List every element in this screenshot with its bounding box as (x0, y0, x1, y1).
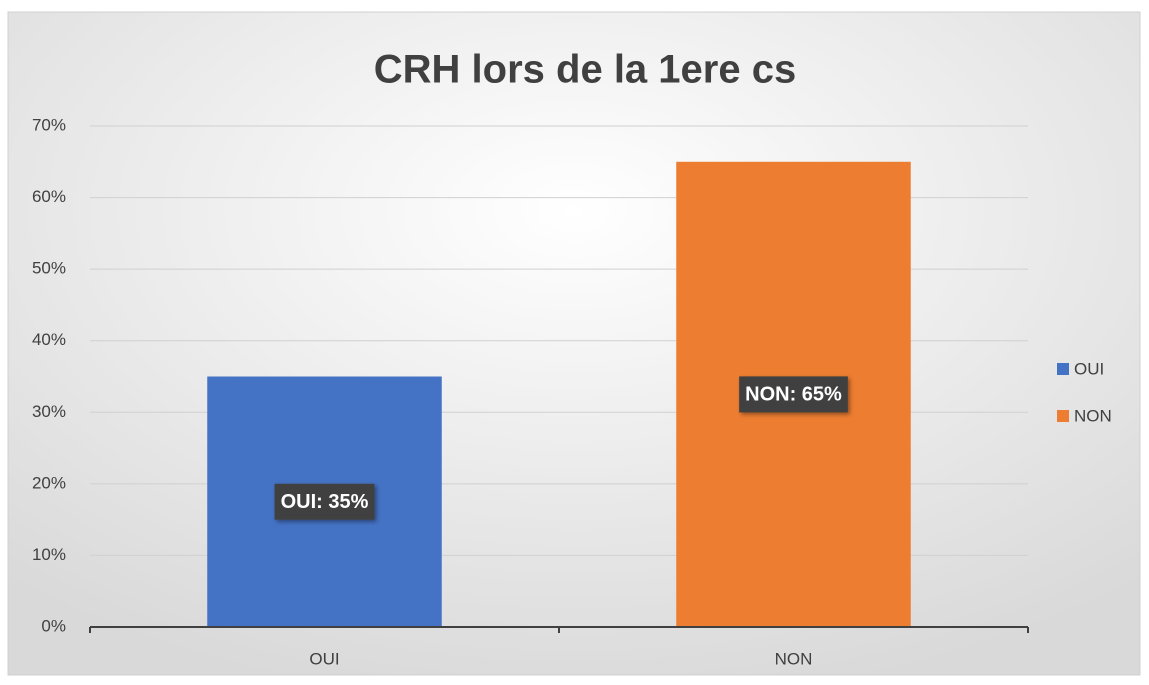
legend-label: NON (1074, 406, 1112, 425)
y-tick-label: 60% (32, 187, 66, 206)
y-tick-label: 50% (32, 259, 66, 278)
y-tick-label: 40% (32, 330, 66, 349)
y-tick-label: 30% (32, 402, 66, 421)
y-tick-label: 20% (32, 473, 66, 492)
chart-background (7, 11, 1141, 676)
x-tick-label: NON (775, 649, 813, 668)
legend-swatch (1057, 363, 1069, 375)
y-tick-label: 70% (32, 115, 66, 134)
legend-swatch (1057, 410, 1069, 422)
data-label: OUI: 35% (281, 491, 369, 513)
x-tick-label: OUI (309, 649, 339, 668)
data-label-box (739, 376, 848, 413)
chart-title: CRH lors de la 1ere cs (374, 48, 796, 92)
data-label: NON: 65% (745, 384, 842, 406)
y-tick-label: 0% (41, 616, 66, 635)
data-label-box (274, 483, 375, 520)
legend-label: OUI (1074, 359, 1104, 378)
y-tick-label: 10% (32, 545, 66, 564)
